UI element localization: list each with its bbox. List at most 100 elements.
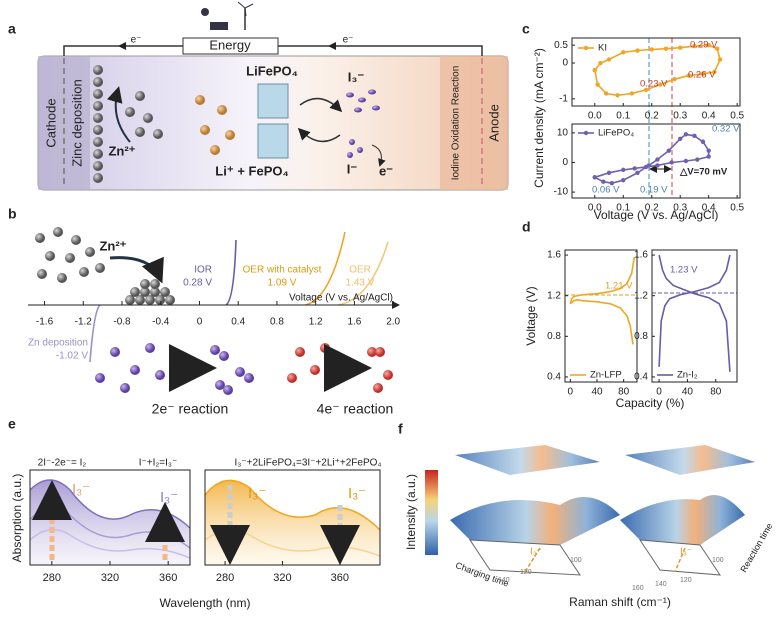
- battery-diagram-shape: [63, 45, 183, 56]
- absorption-plots-shape: [204, 479, 381, 531]
- cathode-label: Cathode: [43, 98, 58, 147]
- battery-diagram-shape-shape: [349, 139, 355, 145]
- x-tick-label: 0: [568, 387, 574, 398]
- data-point: [672, 76, 677, 82]
- y-tick-label: -10: [554, 187, 569, 198]
- x-tick-label: 0.4: [231, 317, 245, 328]
- x-tick-label: 320: [273, 572, 291, 584]
- electron-label: e⁻: [379, 163, 393, 178]
- potential-diagram-shape-shape: [140, 279, 150, 289]
- data-point: [629, 91, 634, 96]
- raman-surfaces-shape: [425, 470, 438, 555]
- data-point: [683, 132, 689, 137]
- raman-surfaces-shape: [620, 495, 745, 545]
- species-label: I₃⁻: [348, 485, 366, 502]
- absorption-plots-shape: [204, 469, 381, 566]
- battery-diagram-shape-shape: [153, 129, 163, 139]
- x-tick-label: -1.2: [75, 317, 93, 328]
- potential-diagram-shape-shape: [130, 365, 140, 375]
- x-axis: 280 320 360 280 320 360: [43, 561, 349, 584]
- battery-diagram-shape-shape: [93, 101, 103, 111]
- x-tick-label: 0.1: [616, 111, 630, 122]
- x-tick-label: 1.2: [309, 317, 323, 328]
- data-point: [715, 46, 720, 51]
- tick-label: 120: [520, 569, 532, 576]
- legend-label: Zn-LFP: [590, 370, 622, 381]
- battery-diagram-shape-shape: [210, 145, 220, 155]
- annotation: 0.32 V: [712, 124, 740, 135]
- y-tick-label: 0.4: [547, 372, 561, 383]
- raman-surfaces-shape: [674, 547, 686, 573]
- potential-diagram-shape-shape: [215, 380, 225, 390]
- plot-frame: [571, 37, 741, 107]
- battery-diagram: Energy e⁻ e⁻ Cathode Zinc deposition Zn²…: [37, 1, 509, 191]
- potential-diagram-shape-shape: [79, 267, 89, 277]
- chart: 0.0 0.1 0.2 0.3 0.4 0.5 -1 0 0.5 KI 0.29 V 0.23 V 0.…: [532, 37, 745, 188]
- battery-diagram-shape-shape: [93, 113, 103, 123]
- plot-frame: [571, 123, 741, 199]
- potential-diagram-shape-shape: [375, 347, 385, 357]
- raman-surfaces-shape: [455, 445, 600, 475]
- x-tick-label: 0.5: [730, 111, 744, 122]
- x-tick-label: 0.8: [270, 317, 284, 328]
- potential-diagram: Zn²⁺ IOR 0.28 V OER with catalyst 1.09 V…: [28, 227, 401, 417]
- battery-diagram-shape-shape: [93, 137, 103, 147]
- reaction-label: 2e⁻ reaction: [152, 401, 229, 417]
- battery-diagram-shape-shape: [346, 92, 354, 98]
- data-point: [606, 170, 612, 176]
- x-tick-label: 360: [159, 572, 177, 584]
- y-tick-label: 1.2: [634, 290, 648, 301]
- x-tick-label: 320: [101, 572, 119, 584]
- charts: 0.0 0.1 0.2 0.3 0.4 0.5-100.5 KI 0.29 V0.23 V0.…: [524, 37, 745, 410]
- y-axis-label: Voltage (V): [524, 286, 538, 345]
- data-point: [695, 157, 700, 162]
- potential-diagram-shape-shape: [145, 343, 155, 353]
- y-tick-label: 0.8: [634, 331, 648, 342]
- x-tick-label: 360: [331, 572, 349, 584]
- series-line: [569, 256, 636, 345]
- battery-diagram-shape-shape: [93, 65, 103, 75]
- potential-diagram-shape-shape: [210, 345, 220, 355]
- oer-label: OER: [349, 265, 371, 276]
- potential-diagram-shape-shape: [145, 295, 155, 305]
- data-point: [632, 166, 637, 171]
- zn-label: Zn²⁺: [99, 238, 126, 253]
- legend-label: LiFePO₄: [598, 128, 634, 139]
- potential-diagram-shape: [95, 343, 393, 395]
- battery-diagram-shape-shape: [372, 105, 380, 111]
- potential-diagram-shape-shape: [65, 253, 75, 263]
- potential-diagram-shape-shape: [219, 351, 229, 361]
- potential-diagram-shape: [35, 227, 175, 305]
- battery-diagram-shape: [278, 45, 483, 56]
- ior-label: IOR: [194, 265, 212, 276]
- battery-diagram-shape-shape: [347, 152, 353, 158]
- plot-frame: [651, 249, 738, 383]
- potential-diagram-shape: [304, 231, 346, 306]
- annotation: 1.21 V: [605, 281, 633, 292]
- tick-label: 100: [570, 557, 582, 564]
- y-tick-label: -1: [559, 93, 568, 104]
- species-label: I₃⁻: [72, 481, 90, 498]
- potential-diagram-shape-shape: [95, 373, 105, 383]
- x-tick-label: 0.2: [645, 111, 659, 122]
- y-tick-label: 0.5: [554, 40, 568, 51]
- potential-diagram-shape-shape: [109, 256, 164, 284]
- potential-diagram-shape-shape: [120, 383, 130, 393]
- potential-diagram-shape-shape: [160, 287, 170, 297]
- x-tick-label: 1.6: [347, 317, 361, 328]
- data-point: [603, 91, 609, 96]
- electron-label: e⁻: [131, 35, 142, 46]
- raman-surfaces-shape: [625, 445, 755, 475]
- data-point: [601, 179, 606, 184]
- data-point: [635, 170, 640, 176]
- data-point: [717, 57, 723, 62]
- panel-label: d: [522, 219, 531, 235]
- data-point: [692, 133, 697, 139]
- x-tick-label: 80: [618, 387, 630, 398]
- battery-diagram-shape-shape: [357, 147, 363, 153]
- data-point: [706, 42, 711, 48]
- x-tick-label: 40: [682, 387, 694, 398]
- x-tick-label: 0.5: [730, 203, 744, 214]
- oer-catalyst-label: OER with catalyst: [243, 265, 322, 276]
- data-point: [649, 47, 654, 52]
